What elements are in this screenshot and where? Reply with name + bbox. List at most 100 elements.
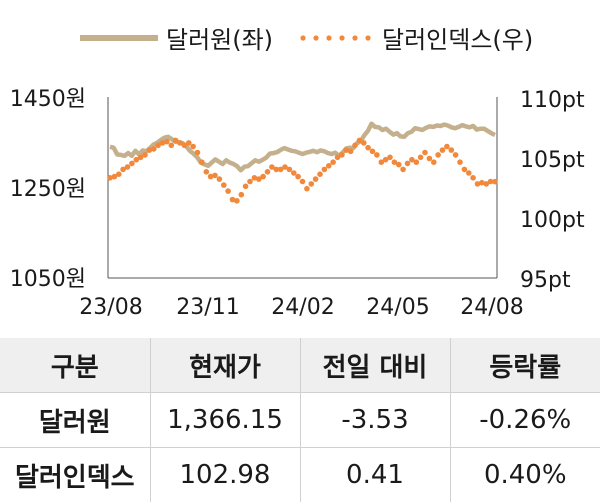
- series-point-dxy: [317, 171, 323, 177]
- series-point-dxy: [470, 175, 476, 181]
- legend-swatch-dxy: [300, 35, 371, 41]
- series-point-dxy: [461, 166, 468, 173]
- series-point-dxy: [199, 159, 205, 165]
- series-point-dxy: [435, 152, 441, 158]
- series-point-dxy: [365, 144, 371, 151]
- series-point-dxy: [190, 143, 196, 150]
- series-point-dxy: [221, 182, 227, 188]
- table-header-row: 구분 현재가 전일 대비 등락률: [0, 338, 600, 393]
- series-point-dxy: [242, 183, 249, 190]
- series-point-dxy: [129, 160, 135, 167]
- series-point-dxy: [229, 196, 236, 203]
- change-rate-cell: 0.40%: [449, 447, 600, 502]
- series-point-dxy: [142, 152, 148, 158]
- x-tick-label: 24/08: [460, 295, 523, 320]
- series-point-dxy: [247, 178, 253, 185]
- x-tick-label: 23/11: [176, 295, 239, 320]
- series-point-dxy: [321, 166, 328, 173]
- series-point-dxy: [137, 154, 144, 161]
- series-point-dxy: [391, 159, 398, 165]
- series-point-dxy: [396, 161, 402, 168]
- series-point-dxy: [277, 166, 284, 173]
- col-header-change-rate: 등락률: [449, 338, 600, 393]
- series-point-dxy: [172, 137, 179, 144]
- series-point-dxy: [426, 155, 433, 162]
- series-point-dxy: [295, 173, 301, 180]
- series-point-dxy: [186, 140, 192, 146]
- legend-label-dxy: 달러인덱스(우): [382, 26, 533, 54]
- quote-table: 구분 현재가 전일 대비 등락률 달러원 1,366.15 -3.53 -0.2…: [0, 338, 600, 502]
- x-tick-label: 24/05: [366, 295, 429, 320]
- y-left-tick-label: 1250원: [10, 177, 86, 202]
- series-point-dxy: [347, 148, 354, 155]
- series-point-dxy: [474, 181, 481, 187]
- series-point-dxy: [203, 169, 210, 175]
- series-line-usdkrw: [109, 121, 497, 173]
- col-header-current-price: 현재가: [149, 338, 300, 393]
- y-left-tick-label: 1450원: [10, 87, 86, 112]
- series-point-dxy: [225, 188, 231, 194]
- series-point-dxy: [164, 138, 170, 145]
- series-point-dxy: [304, 185, 310, 192]
- series-point-dxy: [404, 160, 411, 167]
- table-row: 달러인덱스 102.98 0.41 0.40%: [0, 447, 600, 502]
- series-point-dxy: [234, 198, 240, 204]
- series-point-dxy: [269, 164, 275, 170]
- series-point-dxy: [273, 166, 280, 173]
- series-point-dxy: [212, 172, 218, 179]
- series-point-dxy: [466, 170, 472, 176]
- series-point-dxy: [120, 166, 126, 173]
- series-point-dxy: [181, 142, 188, 149]
- series-point-dxy: [487, 178, 494, 185]
- series-point-dxy: [116, 171, 122, 177]
- series-point-dxy: [194, 149, 201, 156]
- col-header-change: 전일 대비: [299, 338, 450, 393]
- series-point-dxy: [492, 178, 498, 185]
- series-point-dxy: [330, 159, 336, 165]
- y-right-tick-label: 110pt: [520, 88, 585, 113]
- series-point-dxy: [177, 140, 183, 146]
- y-right-tick-label: 100pt: [520, 208, 585, 233]
- series-point-dxy: [413, 159, 420, 165]
- x-tick-label: 23/08: [79, 295, 142, 320]
- series-point-dxy: [334, 154, 341, 161]
- series-point-dxy: [308, 181, 315, 187]
- series-point-dxy: [439, 147, 446, 153]
- y-right-tick-label: 95pt: [520, 268, 571, 293]
- series-point-dxy: [282, 164, 288, 170]
- series-point-dxy: [159, 140, 166, 146]
- y-left-tick-label: 1050원: [10, 267, 86, 292]
- series-point-dxy: [339, 152, 345, 158]
- series-point-dxy: [417, 154, 424, 161]
- series-point-dxy: [216, 176, 223, 182]
- series-point-dxy: [374, 152, 380, 158]
- series-point-dxy: [448, 147, 455, 153]
- series-point-dxy: [457, 159, 463, 165]
- series-point-dxy: [264, 169, 271, 175]
- current-price-cell: 1,366.15: [149, 392, 300, 448]
- series-point-dxy: [291, 170, 297, 176]
- series-point-dxy: [260, 173, 266, 180]
- series-point-dxy: [369, 148, 376, 155]
- series-point-dxy: [422, 149, 428, 156]
- series-point-dxy: [343, 147, 350, 153]
- row-name: 달러원: [0, 392, 150, 448]
- current-price-cell: 102.98: [149, 447, 300, 502]
- series-layer: [107, 121, 498, 204]
- col-header-category: 구분: [0, 338, 150, 393]
- series-point-dxy: [207, 173, 214, 180]
- series-point-dxy: [286, 166, 293, 173]
- change-rate-cell: -0.26%: [449, 392, 600, 448]
- y-right-tick-label: 105pt: [520, 148, 585, 173]
- series-point-dxy: [155, 142, 161, 149]
- series-point-dxy: [452, 152, 459, 158]
- series-point-dxy: [168, 142, 175, 149]
- series-point-dxy: [483, 181, 490, 187]
- series-point-dxy: [387, 154, 393, 161]
- series-point-dxy: [146, 147, 153, 153]
- series-point-dxy: [400, 166, 406, 173]
- series-point-dxy: [378, 159, 385, 165]
- series-point-dxy: [431, 159, 437, 165]
- series-point-dxy: [382, 156, 389, 163]
- series-point-dxy: [255, 176, 262, 182]
